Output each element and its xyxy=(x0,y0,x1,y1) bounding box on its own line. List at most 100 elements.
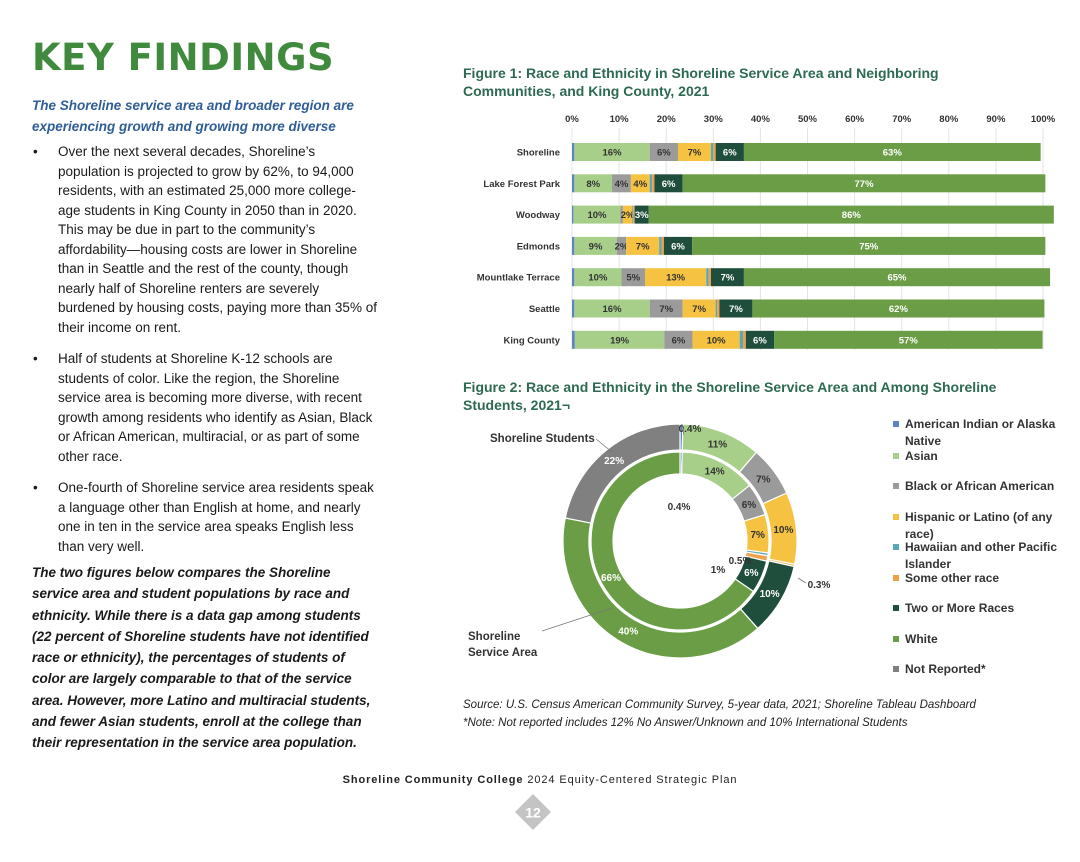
bar-data-label: 2% xyxy=(615,241,629,252)
x-tick-label: 60% xyxy=(845,114,865,125)
bar-data-label: 2% xyxy=(621,210,635,221)
bar-segment xyxy=(634,205,649,224)
legend-item: White xyxy=(892,631,1062,648)
bar-segment xyxy=(626,236,660,255)
page-footer: Shoreline Community College 2024 Equity-… xyxy=(0,774,1080,786)
donut-data-label: 7% xyxy=(756,474,771,485)
bullet-icon: • xyxy=(33,144,38,159)
bullet-icon: • xyxy=(33,351,38,366)
bar-segment xyxy=(663,236,693,255)
square-bullet-icon xyxy=(893,544,899,550)
bar-data-label: 86% xyxy=(842,210,862,221)
x-tick-label: 0% xyxy=(565,114,579,125)
donut-data-label: 14% xyxy=(705,467,725,478)
finding-item: • Half of students at Shoreline K-12 scho… xyxy=(32,349,377,466)
legend-label: Asian xyxy=(905,449,938,463)
legend-item: American Indian or Alaska Native xyxy=(892,416,1062,449)
bar-segment xyxy=(745,330,775,349)
bar-data-label: 6% xyxy=(671,241,685,252)
donut-data-label: 0.4% xyxy=(668,502,691,513)
bar-data-label: 57% xyxy=(899,335,919,346)
bar-segment xyxy=(616,236,627,255)
bar-data-label: 4% xyxy=(615,179,629,190)
figure1-stacked-bar-chart: 0% 10% 20% 30% 40% 50% 60% 70% 80% 90% 100% Shoreli… xyxy=(477,114,1056,350)
legend-label: White xyxy=(905,632,938,646)
finding-item: • Over the next several decades, Shorelin… xyxy=(32,142,377,337)
bar-data-label: 6% xyxy=(662,179,676,190)
donut-data-label: 1% xyxy=(711,565,726,576)
bar-data-label: 6% xyxy=(753,335,767,346)
bar-segment xyxy=(742,330,746,349)
bar-segment xyxy=(574,143,650,161)
finding-item: • One-fourth of Shoreline service area re… xyxy=(32,478,377,556)
bar-segment xyxy=(661,236,664,255)
legend-item: Hawaiian and other Pacific Islander xyxy=(892,539,1062,572)
bar-segment xyxy=(632,205,634,224)
footer-doc: 2024 Equity-Centered Strategic Plan xyxy=(523,774,738,786)
donut-data-label: 22% xyxy=(604,456,624,467)
bar-segment xyxy=(572,268,575,287)
donut-data-label: 0.3% xyxy=(808,580,831,591)
bar-segment xyxy=(706,268,709,287)
square-bullet-icon xyxy=(893,666,899,672)
ring-label-service-area: Shoreline xyxy=(468,631,520,643)
bar-segment xyxy=(572,174,575,193)
x-tick-label: 20% xyxy=(657,114,677,125)
legend-item: Not Reported* xyxy=(892,661,1062,678)
bar-segment xyxy=(572,143,575,161)
bar-segment xyxy=(649,143,678,161)
bar-segment xyxy=(652,174,655,193)
bar-segment xyxy=(743,268,1051,287)
bar-segment xyxy=(692,236,1046,255)
bar-segment xyxy=(574,330,665,349)
leader-line xyxy=(595,438,613,453)
diamond-icon xyxy=(515,794,551,830)
bar-data-label: 63% xyxy=(883,148,903,159)
bar-data-label: 7% xyxy=(659,304,673,315)
bar-data-label: 7% xyxy=(721,273,735,284)
bar-segment xyxy=(612,174,631,193)
bar-segment xyxy=(572,205,574,224)
bar-segment xyxy=(710,268,744,287)
x-tick-label: 90% xyxy=(986,114,1006,125)
bar-data-label: 6% xyxy=(672,335,686,346)
bar-segment xyxy=(752,299,1045,318)
bar-segment xyxy=(719,299,753,318)
bar-segment xyxy=(573,205,621,224)
bar-data-label: 9% xyxy=(589,241,603,252)
source-citation: Source: U.S. Census American Community S… xyxy=(463,699,976,711)
bar-segment xyxy=(574,236,617,255)
donut-data-label: 11% xyxy=(708,439,728,450)
section-subtitle: The Shoreline service area and broader r… xyxy=(32,98,354,134)
square-bullet-icon xyxy=(893,575,899,581)
category-label: King County xyxy=(504,335,561,346)
bar-segment xyxy=(574,174,613,193)
bar-segment xyxy=(649,299,683,318)
leader-line xyxy=(797,577,807,584)
bar-segment xyxy=(574,268,622,287)
square-bullet-icon xyxy=(893,421,899,427)
bar-data-label: 16% xyxy=(603,148,623,159)
x-tick-label: 50% xyxy=(798,114,818,125)
bar-data-label: 6% xyxy=(723,148,737,159)
source-footnote: *Note: Not reported includes 12% No Answ… xyxy=(463,716,908,729)
square-bullet-icon xyxy=(893,483,899,489)
bar-segment xyxy=(677,143,711,161)
bar-data-label: 75% xyxy=(859,241,879,252)
donut-data-label: 10% xyxy=(760,589,780,600)
finding-text: Half of students at Shoreline K-12 schoo… xyxy=(58,351,373,464)
finding-text: One-fourth of Shoreline service area res… xyxy=(58,480,374,554)
donut-data-label: 6% xyxy=(744,568,759,579)
donut-data-label: 7% xyxy=(751,530,766,541)
bar-data-label: 10% xyxy=(587,210,607,221)
bar-data-label: 5% xyxy=(626,273,640,284)
bar-data-label: 13% xyxy=(666,273,686,284)
x-tick-label: 70% xyxy=(892,114,912,125)
bullet-icon: • xyxy=(33,480,38,495)
legend-item: Two or More Races xyxy=(892,600,1062,617)
bar-data-label: 10% xyxy=(588,273,608,284)
legend-label: Not Reported* xyxy=(905,662,986,676)
findings-list: • Over the next several decades, Shorelin… xyxy=(32,142,377,568)
bar-segment xyxy=(572,299,575,318)
donut-data-label: 6% xyxy=(742,500,757,511)
